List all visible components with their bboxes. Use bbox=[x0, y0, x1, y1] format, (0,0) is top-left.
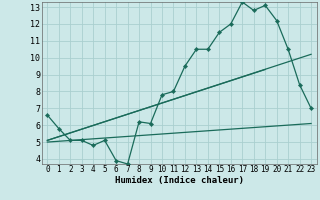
X-axis label: Humidex (Indice chaleur): Humidex (Indice chaleur) bbox=[115, 176, 244, 185]
